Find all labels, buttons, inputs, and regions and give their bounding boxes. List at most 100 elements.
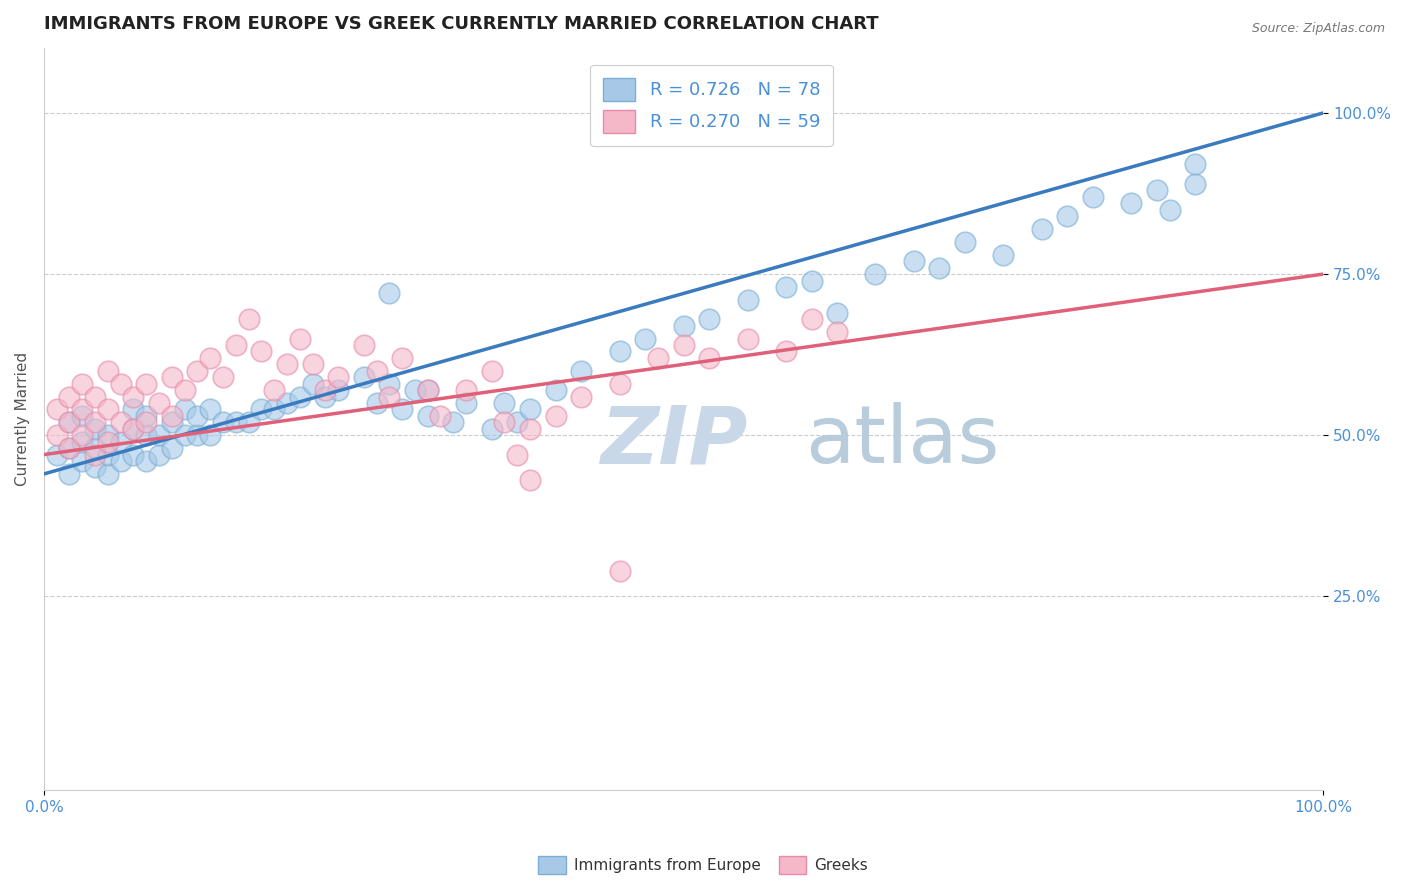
Point <box>97 364 120 378</box>
Text: atlas: atlas <box>806 402 1000 481</box>
Point <box>825 306 848 320</box>
Point <box>454 383 477 397</box>
Point <box>775 344 797 359</box>
Point <box>276 396 298 410</box>
Point <box>173 383 195 397</box>
Point <box>1146 183 1168 197</box>
Point <box>200 351 222 365</box>
Y-axis label: Currently Married: Currently Married <box>15 352 30 486</box>
Point <box>160 441 183 455</box>
Text: Source: ZipAtlas.com: Source: ZipAtlas.com <box>1251 22 1385 36</box>
Point <box>391 402 413 417</box>
Point <box>186 428 208 442</box>
Point <box>1121 196 1143 211</box>
Point <box>569 364 592 378</box>
Point <box>84 448 107 462</box>
Point <box>903 254 925 268</box>
Point <box>544 409 567 423</box>
Point <box>160 370 183 384</box>
Point <box>45 402 67 417</box>
Point <box>263 402 285 417</box>
Point <box>160 416 183 430</box>
Point <box>122 448 145 462</box>
Point <box>609 564 631 578</box>
Point <box>97 434 120 449</box>
Point <box>404 383 426 397</box>
Point <box>314 383 336 397</box>
Point <box>353 370 375 384</box>
Point <box>110 434 132 449</box>
Point <box>391 351 413 365</box>
Point <box>238 312 260 326</box>
Point <box>250 344 273 359</box>
Point <box>993 248 1015 262</box>
Point <box>1184 157 1206 171</box>
Point <box>301 376 323 391</box>
Point <box>135 376 157 391</box>
Point <box>97 467 120 481</box>
Point <box>173 402 195 417</box>
Point <box>519 474 541 488</box>
Point <box>519 402 541 417</box>
Point <box>737 332 759 346</box>
Point <box>72 428 94 442</box>
Point <box>672 338 695 352</box>
Point <box>953 235 976 249</box>
Point <box>775 280 797 294</box>
Point <box>288 390 311 404</box>
Point <box>135 428 157 442</box>
Point <box>225 338 247 352</box>
Point <box>429 409 451 423</box>
Point <box>506 416 529 430</box>
Point <box>519 422 541 436</box>
Point <box>250 402 273 417</box>
Point <box>160 409 183 423</box>
Point <box>238 416 260 430</box>
Point <box>454 396 477 410</box>
Point <box>1184 177 1206 191</box>
Point <box>494 396 516 410</box>
Point <box>135 454 157 468</box>
Point <box>1159 202 1181 217</box>
Point <box>609 344 631 359</box>
Point <box>276 357 298 371</box>
Point <box>212 370 235 384</box>
Legend: Immigrants from Europe, Greeks: Immigrants from Europe, Greeks <box>533 850 873 880</box>
Point <box>58 441 80 455</box>
Point <box>200 402 222 417</box>
Point <box>416 383 439 397</box>
Point <box>328 383 350 397</box>
Point <box>122 422 145 436</box>
Point <box>58 390 80 404</box>
Point <box>263 383 285 397</box>
Point <box>84 416 107 430</box>
Point <box>97 402 120 417</box>
Text: IMMIGRANTS FROM EUROPE VS GREEK CURRENTLY MARRIED CORRELATION CHART: IMMIGRANTS FROM EUROPE VS GREEK CURRENTL… <box>44 15 879 33</box>
Point <box>110 416 132 430</box>
Point <box>45 448 67 462</box>
Point <box>212 416 235 430</box>
Point <box>84 422 107 436</box>
Point <box>148 428 170 442</box>
Point <box>148 396 170 410</box>
Point <box>72 376 94 391</box>
Point <box>148 448 170 462</box>
Point <box>1056 209 1078 223</box>
Point <box>647 351 669 365</box>
Point <box>800 273 823 287</box>
Point <box>301 357 323 371</box>
Point <box>353 338 375 352</box>
Point <box>378 286 401 301</box>
Point <box>84 390 107 404</box>
Point <box>416 409 439 423</box>
Point <box>200 428 222 442</box>
Point <box>494 416 516 430</box>
Point <box>569 390 592 404</box>
Point <box>72 402 94 417</box>
Point <box>378 390 401 404</box>
Point <box>865 267 887 281</box>
Point <box>506 448 529 462</box>
Point <box>328 370 350 384</box>
Point <box>173 428 195 442</box>
Point <box>366 364 388 378</box>
